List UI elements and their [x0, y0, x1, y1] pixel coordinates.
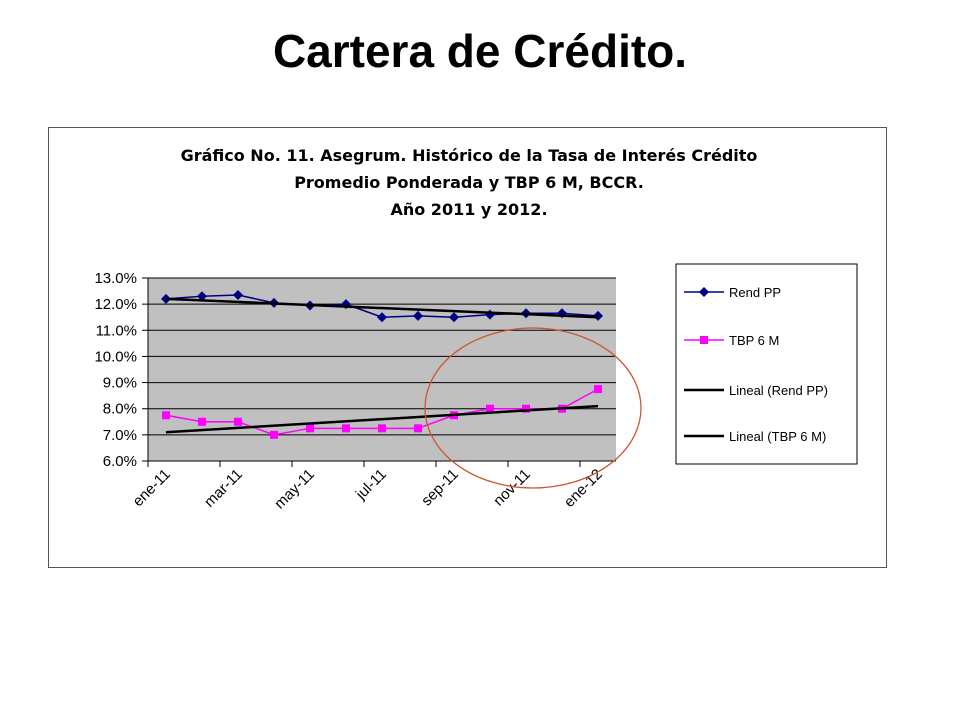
series-layer — [161, 289, 603, 439]
data-point — [306, 424, 314, 433]
legend-marker — [700, 336, 708, 344]
plot-area — [148, 278, 616, 461]
y-tick-label: 8.0% — [103, 401, 137, 418]
data-point — [197, 291, 207, 302]
data-point — [377, 312, 387, 323]
legend-label: Rend PP — [729, 285, 781, 300]
y-tick-label: 6.0% — [103, 453, 137, 470]
legend-label: Lineal (TBP 6 M) — [729, 429, 826, 444]
x-tick-label: sep-11 — [418, 466, 462, 510]
legend-entry: TBP 6 M — [684, 333, 779, 348]
y-tick-label: 10.0% — [94, 348, 137, 365]
y-tick-label: 9.0% — [103, 375, 137, 392]
data-point — [270, 430, 278, 439]
trendline-tbp-6m — [165, 404, 599, 434]
data-point — [198, 417, 206, 426]
chart-title-line-1: Gráfico No. 11. Asegrum. Histórico de la… — [180, 146, 758, 165]
data-point — [486, 404, 494, 413]
y-tick-label: 12.0% — [94, 296, 137, 313]
y-tick-label: 11.0% — [96, 322, 137, 339]
highlight-circle — [424, 327, 642, 489]
data-point — [233, 289, 243, 300]
legend-entry: Lineal (Rend PP) — [684, 383, 828, 398]
data-point — [162, 411, 170, 420]
x-tick-label: jul-11 — [352, 466, 390, 504]
x-tick-label: ene-11 — [130, 466, 174, 510]
data-point — [522, 404, 530, 413]
legend: Rend PP TBP 6 M Lineal (Rend PP) Lineal (TB… — [675, 263, 858, 465]
slide-title: Cartera de Crédito. — [272, 25, 688, 77]
legend-label: TBP 6 M — [729, 333, 779, 348]
data-point — [342, 424, 350, 433]
data-point — [414, 424, 422, 433]
legend-entry: Lineal (TBP 6 M) — [684, 429, 826, 444]
data-point — [594, 385, 602, 394]
chart-title-line-2: Promedio Ponderada y TBP 6 M, BCCR. — [294, 173, 644, 192]
legend-box — [675, 263, 858, 465]
x-tick-label: ene-12 — [561, 466, 606, 511]
data-point — [413, 310, 423, 321]
trendline-rend-pp — [165, 297, 599, 319]
y-tick-label: 7.0% — [103, 427, 137, 444]
data-point — [234, 417, 242, 426]
chart-title: Gráfico No. 11. Asegrum. Histórico de la… — [109, 142, 829, 223]
legend-marker — [699, 287, 709, 297]
x-tick-label: mar-11 — [201, 466, 246, 511]
chart-title-line-3: Año 2011 y 2012. — [390, 200, 548, 219]
data-point — [378, 424, 386, 433]
data-point — [593, 310, 603, 321]
legend-entry: Rend PP — [684, 285, 781, 300]
y-tick-label: 13.0% — [94, 270, 137, 287]
data-point — [449, 312, 459, 323]
x-tick-label: may-11 — [271, 466, 318, 513]
legend-label: Lineal (Rend PP) — [729, 383, 828, 398]
